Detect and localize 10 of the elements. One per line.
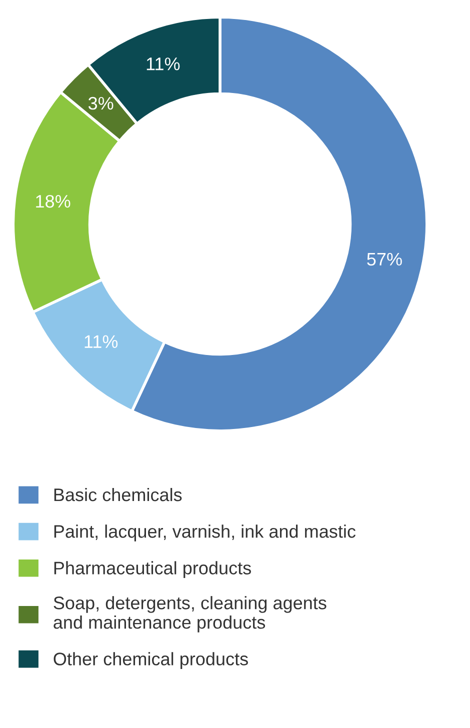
legend-label: Pharmaceutical products — [54, 561, 251, 578]
legend-label: Paint, lacquer, varnish, ink and mastic — [54, 524, 356, 542]
data-label: 11% — [146, 58, 180, 70]
data-label: 3% — [88, 96, 114, 110]
legend-label: Basic chemicals — [54, 488, 182, 502]
data-label: 11% — [84, 335, 118, 348]
data-label: 18% — [36, 194, 70, 208]
legend-label: Other chemical products — [54, 652, 248, 669]
legend-label: Soap, detergents, cleaning agents and maintenance products — [54, 596, 326, 632]
data-label: 57% — [367, 252, 402, 266]
